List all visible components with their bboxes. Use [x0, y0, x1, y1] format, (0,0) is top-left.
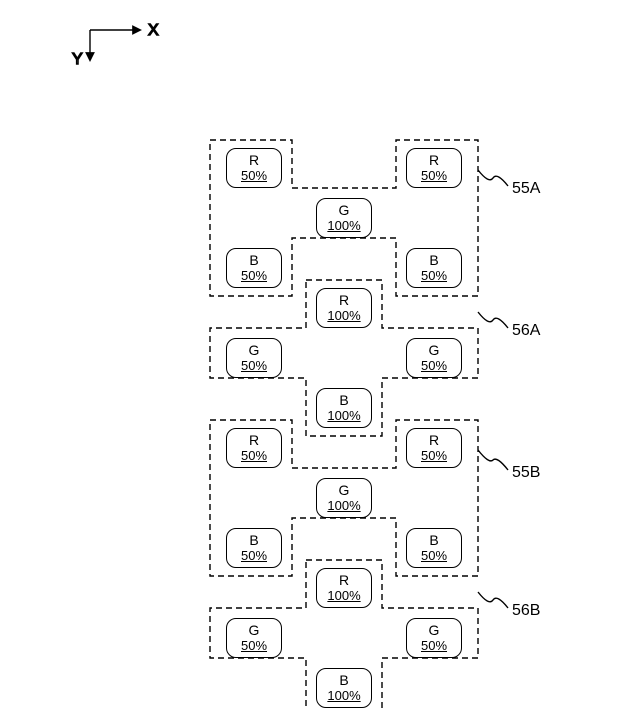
- pixel-pct: 50%: [407, 359, 461, 373]
- pixel-pct: 50%: [407, 269, 461, 283]
- pixel-g-56a-r: G50%: [406, 338, 462, 378]
- pixel-r-56a: R100%: [316, 288, 372, 328]
- pixel-g-56a-l: G50%: [226, 338, 282, 378]
- pixel-b-55b-r: B50%: [406, 528, 462, 568]
- callout-squiggles: [478, 170, 508, 608]
- axes: XY: [72, 22, 159, 68]
- group-label-56A: 56A: [512, 322, 540, 340]
- pixel-pct: 50%: [227, 449, 281, 463]
- pixel-pct: 50%: [407, 449, 461, 463]
- pixel-b-56b: B100%: [316, 668, 372, 708]
- pixel-pct: 50%: [407, 549, 461, 563]
- pixel-label: R: [227, 433, 281, 448]
- pixel-pct: 50%: [227, 639, 281, 653]
- pixel-b-55a-r: B50%: [406, 248, 462, 288]
- group-label-55B: 55B: [512, 464, 540, 482]
- pixel-pct: 50%: [407, 169, 461, 183]
- pixel-b-55b-l: B50%: [226, 528, 282, 568]
- pixel-r-56b: R100%: [316, 568, 372, 608]
- pixel-pct: 100%: [317, 309, 371, 323]
- pixel-label: B: [317, 393, 371, 408]
- pixel-label: G: [317, 483, 371, 498]
- pixel-g-55b: G100%: [316, 478, 372, 518]
- pixel-r-55a-r: R50%: [406, 148, 462, 188]
- pixel-label: G: [407, 343, 461, 358]
- pixel-pct: 50%: [227, 359, 281, 373]
- svg-text:X: X: [148, 22, 159, 39]
- pixel-label: R: [407, 153, 461, 168]
- pixel-r-55b-r: R50%: [406, 428, 462, 468]
- pixel-label: B: [227, 253, 281, 268]
- pixel-b-55a-l: B50%: [226, 248, 282, 288]
- svg-text:Y: Y: [72, 51, 83, 68]
- pixel-g-55a: G100%: [316, 198, 372, 238]
- pixel-g-56b-r: G50%: [406, 618, 462, 658]
- group-label-55A: 55A: [512, 180, 540, 198]
- pixel-r-55b-l: R50%: [226, 428, 282, 468]
- group-label-56B: 56B: [512, 602, 540, 620]
- pixel-pct: 50%: [227, 269, 281, 283]
- pixel-pct: 100%: [317, 409, 371, 423]
- pixel-label: G: [227, 623, 281, 638]
- pixel-label: B: [407, 253, 461, 268]
- pixel-label: G: [227, 343, 281, 358]
- pixel-r-55a-l: R50%: [226, 148, 282, 188]
- pixel-label: G: [407, 623, 461, 638]
- pixel-label: R: [407, 433, 461, 448]
- diagram-canvas: XY R50%R50%G100%B50%B50%R100%G50%G50%B10…: [0, 0, 640, 708]
- pixel-label: B: [227, 533, 281, 548]
- pixel-label: R: [317, 293, 371, 308]
- pixel-label: R: [227, 153, 281, 168]
- pixel-pct: 50%: [407, 639, 461, 653]
- pixel-label: R: [317, 573, 371, 588]
- pixel-b-56a: B100%: [316, 388, 372, 428]
- pixel-label: G: [317, 203, 371, 218]
- pixel-pct: 100%: [317, 499, 371, 513]
- pixel-label: B: [407, 533, 461, 548]
- pixel-pct: 100%: [317, 219, 371, 233]
- pixel-pct: 50%: [227, 549, 281, 563]
- pixel-pct: 50%: [227, 169, 281, 183]
- pixel-label: B: [317, 673, 371, 688]
- pixel-pct: 100%: [317, 689, 371, 703]
- pixel-g-56b-l: G50%: [226, 618, 282, 658]
- pixel-pct: 100%: [317, 589, 371, 603]
